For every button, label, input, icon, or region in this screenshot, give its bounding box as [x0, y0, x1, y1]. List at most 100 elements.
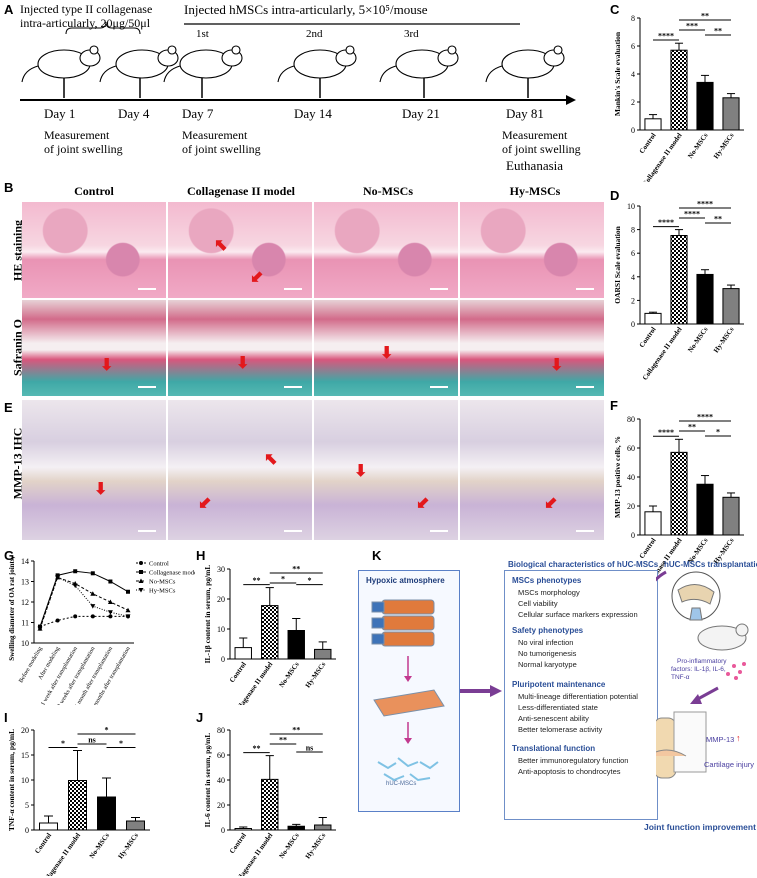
group-item: No viral infection: [518, 638, 574, 647]
y-tick-label: 10: [217, 625, 225, 634]
hypoxic-title: Hypoxic atmosphere: [366, 576, 445, 585]
y-tick-label: 10: [21, 776, 29, 785]
red-arrow-icon: ⬇: [236, 355, 250, 372]
y-axis-label: Swelling diameter of OA rat joints, mm: [8, 555, 16, 661]
bar: [39, 822, 58, 831]
y-tick-label: 11: [21, 619, 29, 628]
he-image-no-mscs: [314, 202, 458, 298]
significance-label: **: [253, 744, 261, 753]
y-tick-label: 40: [217, 776, 225, 785]
y-tick-label: 15: [21, 751, 29, 760]
red-arrow-icon: ⬇: [94, 481, 108, 498]
group-heading: Translational function: [512, 744, 596, 753]
bar: [670, 49, 688, 131]
data-point: [108, 579, 113, 584]
ordinal-label: 1st: [196, 28, 209, 40]
bar: [670, 235, 688, 325]
significance-label: *: [105, 726, 109, 735]
y-tick-label: 0: [221, 826, 225, 835]
x-tick-label: Hy-MSCs: [304, 660, 328, 689]
x-tick-label: Control: [638, 132, 658, 156]
day-label: Day 81: [506, 106, 544, 121]
y-tick-label: 8: [631, 14, 635, 23]
panel-label-c: C: [610, 2, 620, 17]
significance-label: ns: [306, 744, 314, 753]
y-tick-label: 10: [627, 202, 635, 211]
x-tick-label: Hy-MSCs: [712, 325, 736, 354]
y-tick-label: 5: [25, 801, 29, 810]
joint-improvement-label: Joint function improvement: [644, 822, 756, 832]
bar: [287, 630, 305, 660]
y-tick-label: 0: [631, 126, 635, 135]
significance-label: *: [308, 576, 312, 585]
x-tick-label: Hy-MSCs: [712, 131, 736, 160]
legend-marker: [138, 578, 144, 583]
y-axis-label: IL-1β content in serum, pg/mL: [203, 565, 212, 664]
significance-label: **: [292, 726, 300, 735]
y-tick-label: 6: [631, 249, 635, 258]
panel-label-h: H: [196, 548, 206, 563]
red-arrow-icon: ⬋: [544, 495, 558, 512]
significance-label: **: [688, 423, 696, 432]
x-tick-label: No-MSCs: [686, 325, 709, 354]
up-arrow-icon: ↑: [736, 733, 741, 743]
x-tick-label: Control: [638, 326, 658, 350]
rat-icon: [277, 45, 357, 83]
x-tick-label: Hy-MSCs: [304, 831, 328, 860]
significance-label: **: [253, 576, 261, 585]
day-label: Day 14: [294, 106, 332, 121]
data-point: [90, 591, 96, 596]
panel-label-a: A: [4, 2, 14, 17]
data-point: [108, 614, 113, 619]
red-arrow-icon: ⬋: [250, 269, 264, 286]
safranin-image-hy-mscs: ⬇: [460, 300, 604, 396]
bar: [644, 118, 662, 131]
y-axis-label: MMP-13 positive cells, %: [613, 436, 622, 518]
he-image-hy-mscs: [460, 202, 604, 298]
group-item: Better immunoregulatory function: [518, 756, 629, 765]
panel-label-g: G: [4, 548, 15, 563]
y-tick-label: 80: [627, 415, 635, 424]
characteristics-box: [504, 570, 658, 820]
safranin-image-control: ⬇: [22, 300, 166, 396]
y-tick-label: 20: [627, 502, 635, 511]
bar: [722, 496, 740, 536]
legend-marker: [139, 561, 143, 565]
chart-i-tnfa: 0 5 10 15 20 TNF-α content in serum, pg/mL Con…: [7, 726, 150, 876]
y-tick-label: 4: [631, 70, 635, 79]
bar: [287, 825, 305, 831]
bar: [696, 273, 714, 325]
data-point: [125, 607, 131, 613]
group-item: Multi-lineage differentiation potential: [518, 692, 638, 701]
bar: [644, 511, 662, 536]
y-tick-label: 8: [631, 226, 635, 235]
safranin-image-no-mscs: ⬇: [314, 300, 458, 396]
day-label: Day 1: [44, 106, 76, 121]
y-tick-label: 4: [631, 273, 635, 282]
hmsc-injection-label: Injected hMSCs intra-articularly, 5×10⁵/…: [184, 2, 428, 17]
significance-label: **: [714, 27, 722, 36]
red-arrow-icon: ⬋: [198, 495, 212, 512]
y-axis-label: Mankin's Scale evaluation: [613, 31, 622, 116]
y-axis-label: IL-6 content in serum, pg/mL: [203, 733, 212, 828]
measurement-note: Measurement: [44, 128, 110, 142]
chart-g-swelling: 10 11 12 13 14 Swelling diameter of OA rat jo…: [8, 555, 195, 705]
significance-label: ****: [658, 218, 674, 227]
measurement-note: Measurement: [182, 128, 248, 142]
bar: [670, 451, 688, 536]
legend-marker: [139, 570, 143, 574]
data-point: [90, 571, 95, 576]
legend-label: Collagenase model: [149, 570, 195, 577]
y-tick-label: 6: [631, 42, 635, 51]
data-point: [73, 569, 78, 574]
panel-label-j: J: [196, 710, 204, 725]
culture-flask-illustration: [371, 599, 445, 782]
huc-mscs-label: hUC-MSCs: [386, 781, 417, 787]
y-tick-label: 0: [631, 531, 635, 540]
measurement-note: of joint swelling: [44, 142, 123, 156]
y-tick-label: 10: [21, 639, 29, 648]
transplant-title: hUC-MSCs transplantation: [664, 560, 757, 569]
significance-label: ****: [658, 32, 674, 41]
x-tick-label: No-MSCs: [686, 131, 709, 160]
